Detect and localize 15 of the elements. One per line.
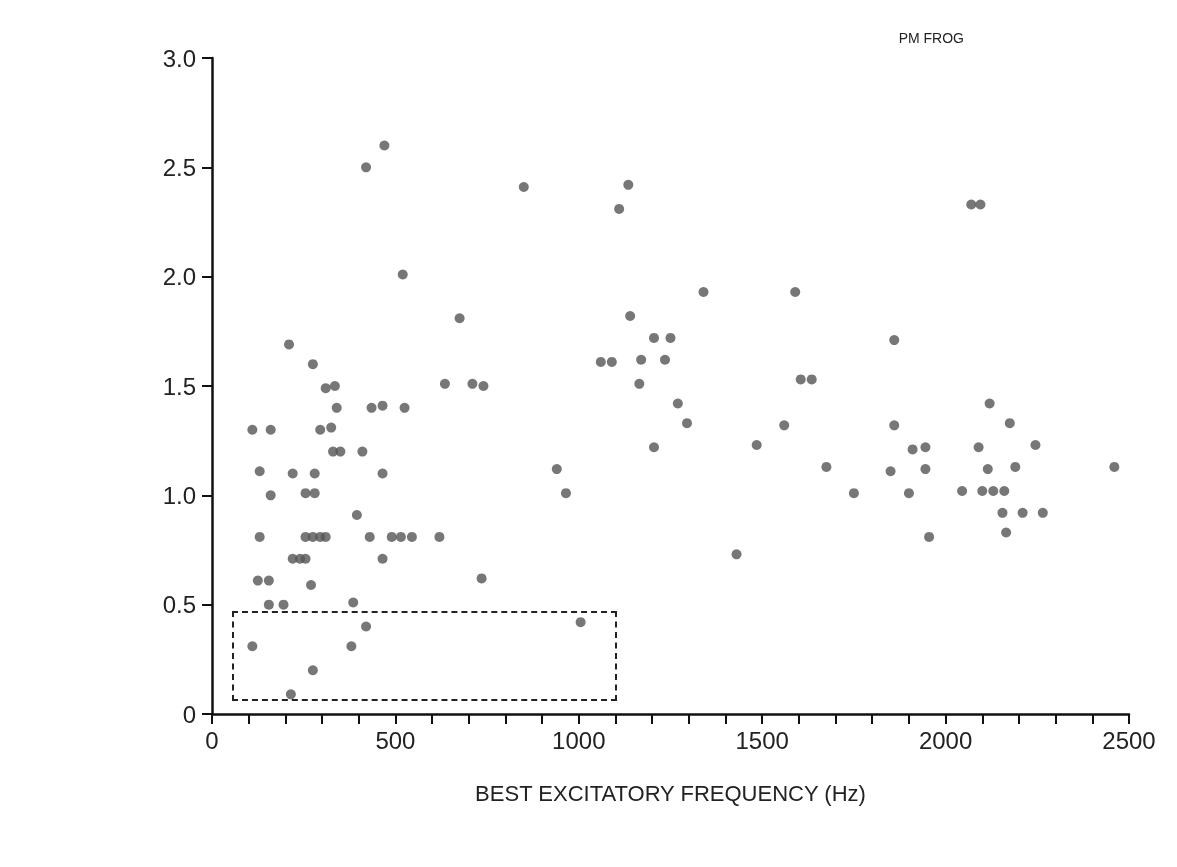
y-tick-label: 0.5 (162, 591, 196, 619)
y-tick-label: 2.0 (162, 263, 196, 291)
y-tick-label: 1.5 (162, 372, 196, 400)
x-tick-label: 500 (375, 726, 416, 754)
x-tick-label: 1500 (735, 726, 789, 754)
x-tick-label: 1000 (552, 726, 606, 754)
y-tick-label: 1.0 (162, 481, 196, 509)
x-tick-label: 0 (205, 726, 219, 754)
chart-title: PM FROG (898, 30, 965, 46)
x-tick-label: 2000 (918, 726, 973, 754)
y-tick-label: 3.0 (162, 44, 196, 72)
x-axis-title: BEST EXCITATORY FREQUENCY (Hz) (475, 780, 866, 806)
y-tick-label: 2.5 (162, 153, 196, 181)
x-tick-label: 2500 (1102, 726, 1156, 754)
y-tick-label: 0 (182, 700, 196, 728)
